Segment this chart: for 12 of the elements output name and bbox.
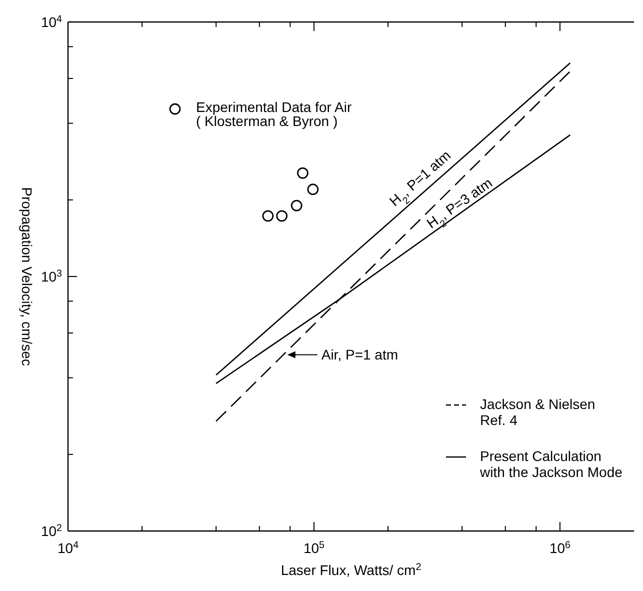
y-axis-title: Propagation Velocity, cm/sec <box>19 187 35 366</box>
x-tick-label: 10$^{4}$ <box>57 540 80 556</box>
y-tick-label: 10$^{3}$ <box>40 268 63 284</box>
y-tick-label: 10$^{2}$ <box>40 522 62 539</box>
legend-label: Experimental Data for Air ( Klosterman & Byron ) <box>196 99 352 129</box>
annotation: Present Calculation with the Jackson Mode <box>480 448 624 480</box>
y-tick-label: 10$^{4}$ <box>40 14 63 30</box>
legend-label: Air, P=1 atm <box>321 346 398 363</box>
x-axis-title: Laser Flux, Watts/ cm$^{2}$ <box>280 562 422 578</box>
annotation: Jackson & Nielsen Ref. 4 <box>480 396 596 428</box>
x-tick-label: 10$^{5}$ <box>303 540 326 556</box>
x-tick-label: 10$^{6}$ <box>549 540 572 556</box>
